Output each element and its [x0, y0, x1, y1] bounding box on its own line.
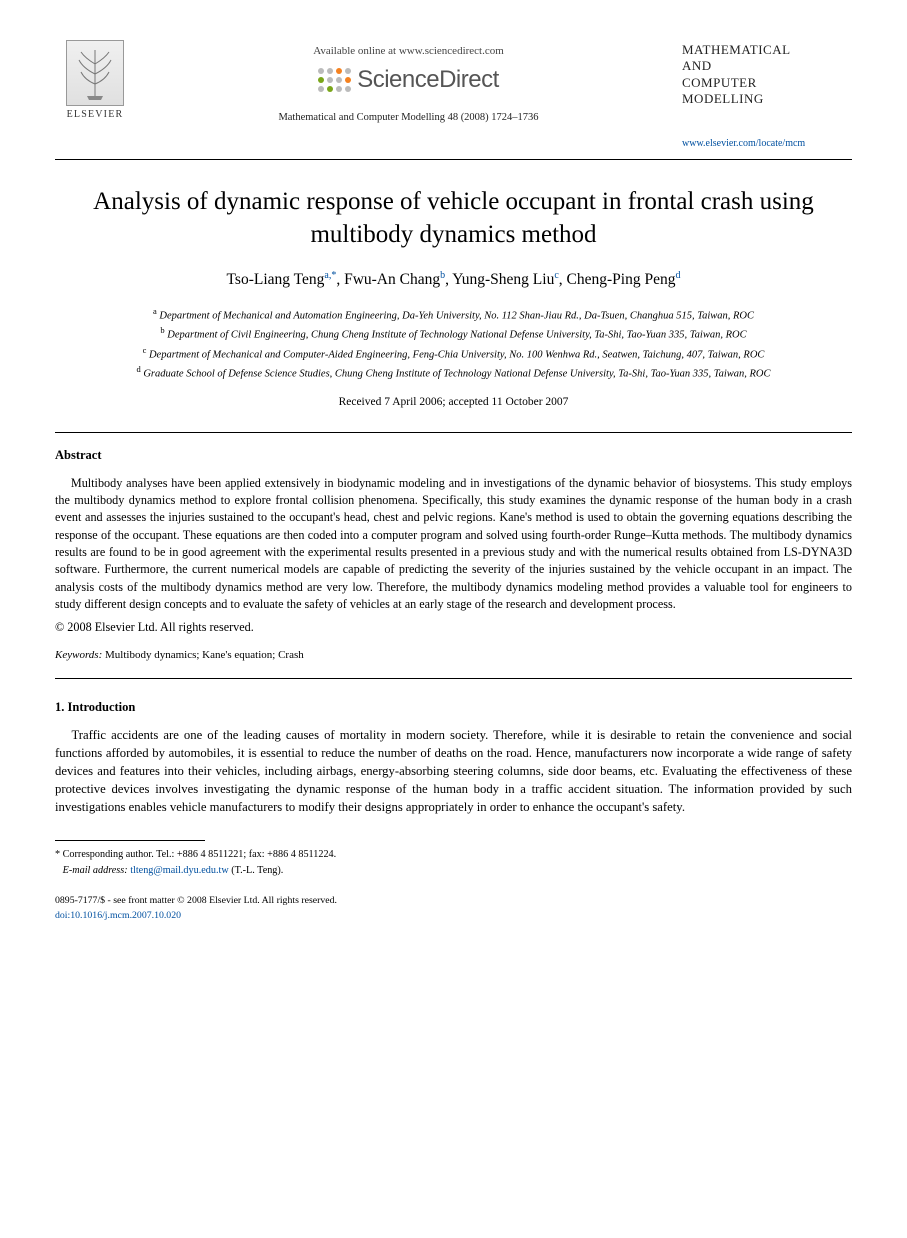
footnote-asterisk: *	[55, 849, 60, 860]
keywords-label: Keywords:	[55, 649, 102, 661]
author-marks: d	[675, 270, 680, 281]
section-1-body: Traffic accidents are one of the leading…	[55, 726, 852, 816]
journal-url-link[interactable]: www.elsevier.com/locate/mcm	[682, 138, 805, 149]
issn-line: 0895-7177/$ - see front matter © 2008 El…	[55, 894, 852, 909]
sciencedirect-dots-icon	[318, 68, 351, 92]
journal-title-line: AND	[682, 58, 712, 73]
corresponding-author-footnote: * Corresponding author. Tel.: +886 4 851…	[55, 847, 852, 878]
affil-text: Department of Civil Engineering, Chung C…	[167, 330, 746, 341]
abstract-top-rule	[55, 432, 852, 433]
author: Cheng-Ping Pengd	[567, 271, 681, 288]
sciencedirect-wordmark: ScienceDirect	[357, 63, 499, 97]
article-dates: Received 7 April 2006; accepted 11 Octob…	[55, 394, 852, 410]
author: Tso-Liang Tenga,*	[227, 271, 337, 288]
citation-line: Mathematical and Computer Modelling 48 (…	[135, 111, 682, 126]
affil-mark: a	[153, 306, 157, 316]
article-title: Analysis of dynamic response of vehicle …	[79, 186, 828, 251]
sciencedirect-brand: ScienceDirect	[135, 63, 682, 97]
footnote-email-who: (T.-L. Teng).	[231, 865, 283, 876]
affil-text: Department of Mechanical and Computer-Ai…	[149, 349, 764, 360]
author-name: Fwu-An Chang	[344, 271, 440, 288]
author: Fwu-An Changb	[344, 271, 445, 288]
page-header: ELSEVIER Available online at www.science…	[55, 40, 852, 151]
abstract-bottom-rule	[55, 678, 852, 679]
header-rule	[55, 159, 852, 160]
abstract-copyright: © 2008 Elsevier Ltd. All rights reserved…	[55, 619, 852, 636]
affil-mark: c	[143, 345, 147, 355]
author-marks: a,*	[324, 270, 336, 281]
section-1-heading: 1. Introduction	[55, 699, 852, 717]
page-footer-block: 0895-7177/$ - see front matter © 2008 El…	[55, 894, 852, 923]
journal-title-line: MATHEMATICAL	[682, 42, 791, 57]
affiliations: a Department of Mechanical and Automatio…	[55, 305, 852, 382]
affil-mark: b	[160, 325, 164, 335]
keywords-line: Keywords: Multibody dynamics; Kane's equ…	[55, 648, 852, 663]
header-center: Available online at www.sciencedirect.co…	[135, 40, 682, 126]
footnote-corr-text: Corresponding author. Tel.: +886 4 85112…	[63, 849, 337, 860]
journal-title-line: MODELLING	[682, 91, 764, 106]
journal-title: MATHEMATICAL AND COMPUTER MODELLING	[682, 42, 852, 107]
doi-line: doi:10.1016/j.mcm.2007.10.020	[55, 909, 852, 924]
publisher-logo-block: ELSEVIER	[55, 40, 135, 122]
author: Yung-Sheng Liuc	[452, 271, 559, 288]
affiliation: b Department of Civil Engineering, Chung…	[55, 324, 852, 343]
affil-text: Department of Mechanical and Automation …	[159, 311, 754, 322]
affiliation: c Department of Mechanical and Computer-…	[55, 344, 852, 363]
affil-mark: d	[136, 364, 140, 374]
author-marks: b	[440, 270, 445, 281]
keywords-text: Multibody dynamics; Kane's equation; Cra…	[105, 649, 304, 661]
journal-box: MATHEMATICAL AND COMPUTER MODELLING www.…	[682, 40, 852, 151]
author-marks: c	[554, 270, 558, 281]
footnote-rule	[55, 840, 205, 841]
author-name: Cheng-Ping Peng	[567, 271, 676, 288]
author-list: Tso-Liang Tenga,*, Fwu-An Changb, Yung-S…	[55, 269, 852, 291]
journal-title-line: COMPUTER	[682, 75, 757, 90]
affiliation: a Department of Mechanical and Automatio…	[55, 305, 852, 324]
affiliation: d Graduate School of Defense Science Stu…	[55, 363, 852, 382]
elsevier-tree-icon	[66, 40, 124, 106]
footnote-email-link[interactable]: tlteng@mail.dyu.edu.tw	[130, 865, 229, 876]
abstract-heading: Abstract	[55, 447, 852, 465]
author-name: Yung-Sheng Liu	[452, 271, 554, 288]
publisher-name: ELSEVIER	[55, 108, 135, 122]
footnote-email-label: E-mail address:	[63, 865, 128, 876]
doi-link[interactable]: 10.1016/j.mcm.2007.10.020	[70, 910, 181, 921]
available-online-line: Available online at www.sciencedirect.co…	[135, 44, 682, 59]
doi-label: doi:	[55, 910, 70, 921]
abstract-body: Multibody analyses have been applied ext…	[55, 475, 852, 614]
author-name: Tso-Liang Teng	[227, 271, 325, 288]
affil-text: Graduate School of Defense Science Studi…	[143, 368, 770, 379]
